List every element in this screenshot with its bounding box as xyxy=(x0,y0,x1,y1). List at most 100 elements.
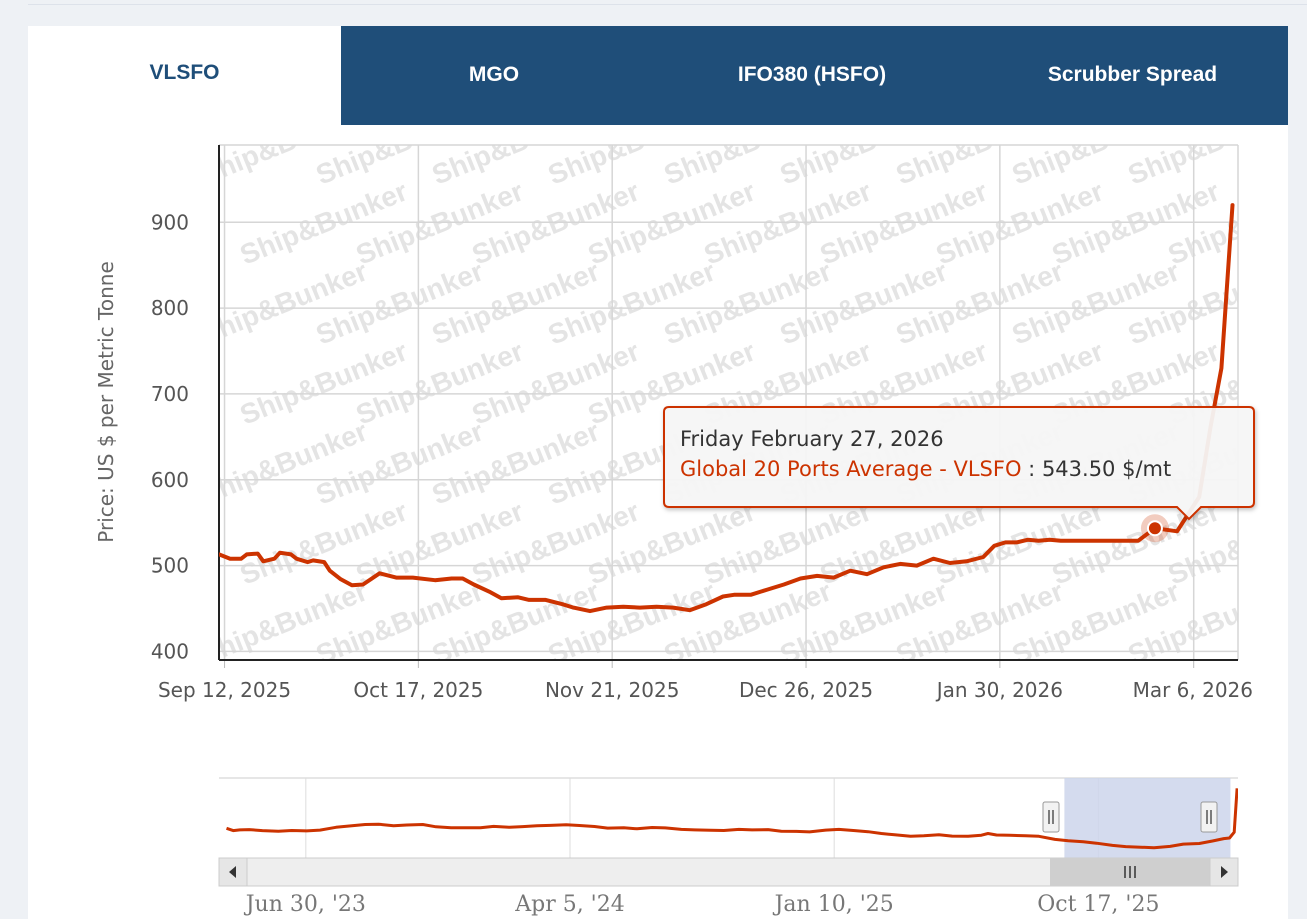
data-point[interactable] xyxy=(980,554,986,560)
data-point[interactable] xyxy=(216,551,222,557)
data-point[interactable] xyxy=(227,556,233,562)
data-point[interactable] xyxy=(964,558,970,564)
data-point[interactable] xyxy=(460,576,466,582)
data-point[interactable] xyxy=(410,575,416,581)
watermark-text: Ship&Bunker xyxy=(1280,175,1307,270)
data-point[interactable] xyxy=(377,570,383,576)
data-point[interactable] xyxy=(1091,538,1097,544)
data-point[interactable] xyxy=(277,550,283,556)
data-point[interactable] xyxy=(587,608,593,614)
data-point[interactable] xyxy=(288,551,294,557)
data-point[interactable] xyxy=(1069,538,1075,544)
data-point[interactable] xyxy=(930,556,936,562)
data-point[interactable] xyxy=(1230,202,1236,208)
hover-point[interactable] xyxy=(1146,520,1163,537)
watermark-text: Ship&Bunker xyxy=(468,655,644,750)
data-point[interactable] xyxy=(271,556,277,562)
data-point[interactable] xyxy=(327,568,333,574)
data-point[interactable] xyxy=(526,597,532,603)
data-point[interactable] xyxy=(432,577,438,583)
navigator-handle-left[interactable] xyxy=(1042,801,1060,833)
tab-mgo[interactable]: MGO xyxy=(341,26,647,125)
data-point[interactable] xyxy=(720,594,726,600)
data-point[interactable] xyxy=(831,575,837,581)
data-point[interactable] xyxy=(881,564,887,570)
data-point[interactable] xyxy=(1002,539,1008,545)
data-point[interactable] xyxy=(864,571,870,577)
watermark-text: Ship&Bunker xyxy=(1280,655,1307,750)
data-point[interactable] xyxy=(543,597,549,603)
y-tick-labels: 400 500 600 700 800 900 xyxy=(151,210,189,663)
watermark-text: Ship&Bunker xyxy=(352,655,528,750)
data-point[interactable] xyxy=(338,576,344,582)
data-point[interactable] xyxy=(654,604,660,610)
watermark-text: Ship&Bunker xyxy=(1280,495,1307,590)
data-point[interactable] xyxy=(1113,538,1119,544)
data-point[interactable] xyxy=(1058,538,1064,544)
data-point[interactable] xyxy=(349,582,355,588)
data-point[interactable] xyxy=(559,601,565,607)
data-point[interactable] xyxy=(731,592,737,598)
data-point[interactable] xyxy=(1036,538,1042,544)
data-point[interactable] xyxy=(914,563,920,569)
watermark-text: Ship&Bunker xyxy=(1280,335,1307,430)
data-point[interactable] xyxy=(393,575,399,581)
data-point[interactable] xyxy=(781,582,787,588)
data-point[interactable] xyxy=(449,576,455,582)
tab-ifo380-hsfo[interactable]: IFO380 (HSFO) xyxy=(647,26,977,125)
navigator-tick-labels: Jun 30, '23 Apr 5, '24 Jan 10, '25 Oct 17, … xyxy=(244,892,1160,917)
navigator-handle-right[interactable] xyxy=(1200,801,1218,833)
data-point[interactable] xyxy=(670,605,676,611)
data-point[interactable] xyxy=(620,604,626,610)
x-tick-label: Oct 17, 2025 xyxy=(353,678,483,702)
data-point[interactable] xyxy=(1025,537,1031,543)
y-tick-label: 400 xyxy=(151,639,189,663)
data-point[interactable] xyxy=(991,543,997,549)
data-point[interactable] xyxy=(570,605,576,611)
data-point[interactable] xyxy=(360,582,366,588)
x-tick-label: Mar 6, 2026 xyxy=(1133,678,1253,702)
x-tick-label: Dec 26, 2025 xyxy=(739,678,873,702)
y-tick-label: 900 xyxy=(151,210,189,234)
data-point[interactable] xyxy=(687,607,693,613)
data-point[interactable] xyxy=(255,551,261,557)
data-point[interactable] xyxy=(897,561,903,567)
y-axis-title: Price: US $ per Metric Tonne xyxy=(94,261,118,542)
fuel-tabs: VLSFO MGO IFO380 (HSFO) Scrubber Spread xyxy=(28,26,1288,125)
data-point[interactable] xyxy=(498,595,504,601)
data-point[interactable] xyxy=(1102,538,1108,544)
watermark-text: Ship&Bunker xyxy=(236,655,412,750)
data-point[interactable] xyxy=(798,576,804,582)
data-point[interactable] xyxy=(260,558,266,564)
tab-scrubber-spread[interactable]: Scrubber Spread xyxy=(977,26,1288,125)
data-point[interactable] xyxy=(294,556,300,562)
data-point[interactable] xyxy=(244,551,250,557)
data-point[interactable] xyxy=(748,592,754,598)
data-point[interactable] xyxy=(604,605,610,611)
data-point[interactable] xyxy=(1014,539,1020,545)
data-point[interactable] xyxy=(1047,537,1053,543)
data-point[interactable] xyxy=(471,582,477,588)
watermark-text: Ship&Bunker xyxy=(1240,575,1307,670)
data-point[interactable] xyxy=(1174,528,1180,534)
data-point[interactable] xyxy=(814,573,820,579)
data-point[interactable] xyxy=(1135,538,1141,544)
data-point[interactable] xyxy=(310,557,316,563)
data-point[interactable] xyxy=(1124,538,1130,544)
data-point[interactable] xyxy=(637,605,643,611)
data-point[interactable] xyxy=(947,560,953,566)
data-point[interactable] xyxy=(321,559,327,565)
data-point[interactable] xyxy=(305,559,311,565)
data-point[interactable] xyxy=(238,556,244,562)
tooltip-value: 543.50 $/mt xyxy=(1042,457,1171,481)
data-point[interactable] xyxy=(1218,365,1224,371)
series-line-vlsfo[interactable] xyxy=(219,203,1235,614)
data-point[interactable] xyxy=(515,594,521,600)
tab-vlsfo[interactable]: VLSFO xyxy=(28,26,341,125)
data-point[interactable] xyxy=(847,568,853,574)
data-point[interactable] xyxy=(703,601,709,607)
data-point[interactable] xyxy=(487,589,493,595)
data-point[interactable] xyxy=(764,587,770,593)
data-point[interactable] xyxy=(1080,538,1086,544)
